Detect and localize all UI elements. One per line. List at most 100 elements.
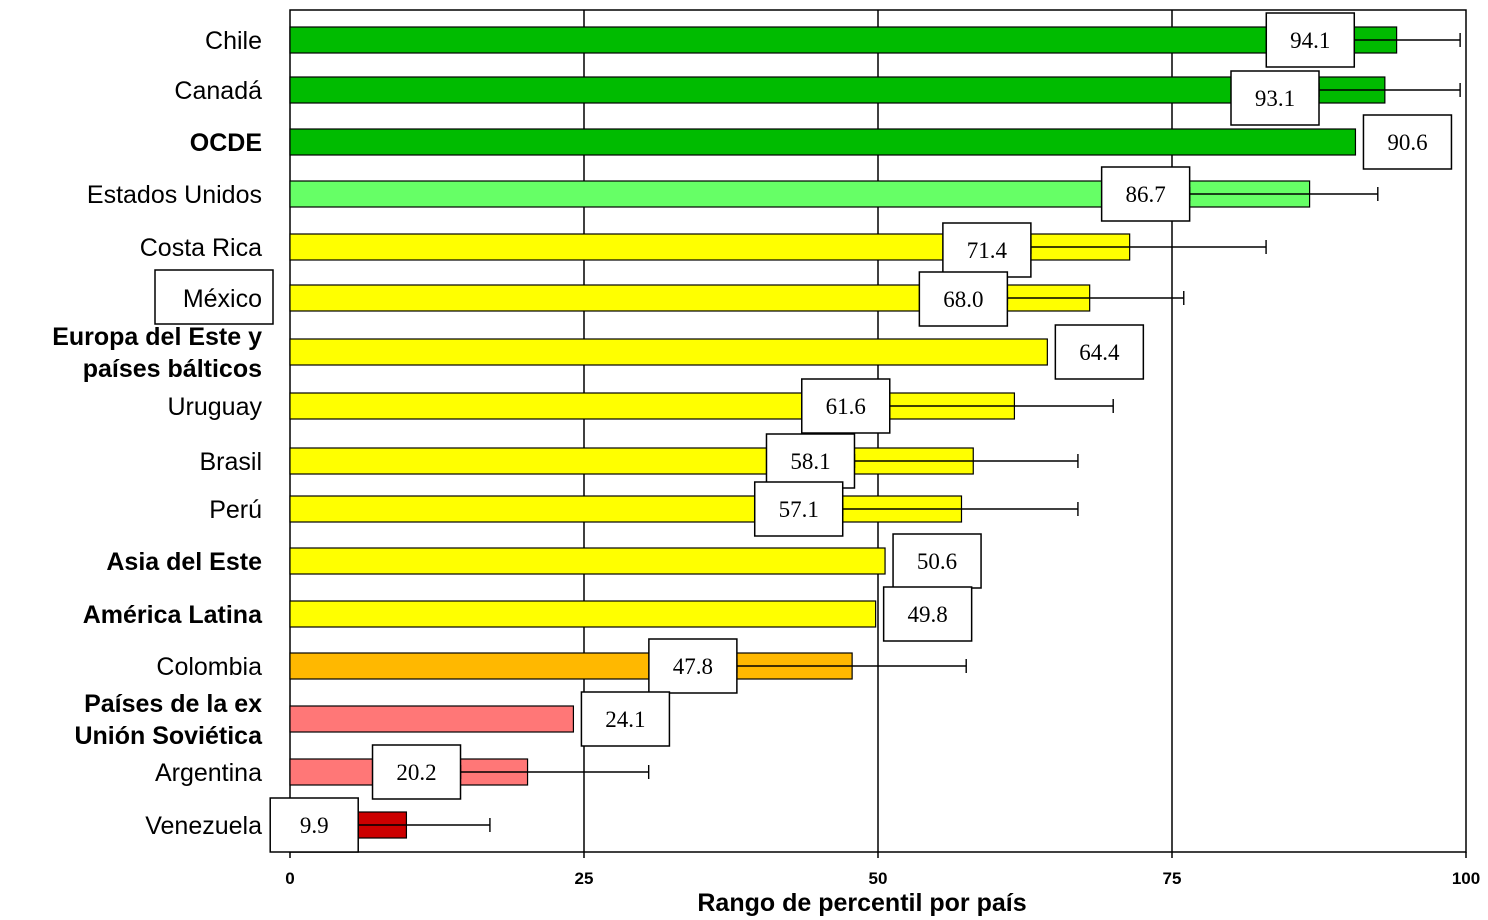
value-label-box	[765, 433, 856, 489]
category-label: Europa del Este y países bálticos	[52, 323, 262, 383]
value-label: 71.4	[942, 222, 1032, 278]
category-label-text: Unión Soviética	[74, 722, 263, 750]
category-labels: Chile Canadá OCDE Estados Unidos Costa Rica M…	[52, 27, 274, 840]
category-label-text: Asia del Este	[106, 548, 262, 576]
value-label-text: 71.4	[967, 238, 1008, 263]
value-label-text: 86.7	[1126, 182, 1166, 207]
value-label-text: 58.1	[790, 449, 830, 474]
category-label-text: Perú	[209, 496, 262, 524]
value-label-text: 24.1	[605, 707, 645, 732]
value-label-text: 9.9	[300, 813, 329, 838]
value-label-text: 47.8	[673, 654, 713, 679]
x-tick-label: 75	[1163, 869, 1182, 888]
value-label-box	[1265, 12, 1356, 68]
category-label: Chile	[205, 27, 262, 55]
value-label-box	[1362, 114, 1453, 170]
value-label-box	[942, 222, 1032, 278]
category-label: Estados Unidos	[87, 181, 262, 209]
value-label: 93.1	[1230, 70, 1320, 126]
bar	[289, 128, 1357, 156]
category-label-text: Costa Rica	[140, 234, 262, 262]
value-label: 68.0	[918, 271, 1009, 327]
error-bars	[357, 33, 1461, 832]
value-label: 64.4	[1054, 324, 1145, 380]
category-label-text: América Latina	[83, 601, 263, 629]
bar	[289, 338, 1048, 366]
bar	[289, 600, 877, 628]
category-label-text: Europa del Este y	[52, 323, 262, 351]
category-label-text: países bálticos	[83, 355, 262, 383]
value-label-text: 68.0	[943, 287, 983, 312]
category-label-text: Chile	[205, 27, 262, 55]
value-label: 61.6	[801, 378, 891, 434]
category-label: México	[154, 269, 274, 325]
x-tick-label: 100	[1452, 869, 1480, 888]
value-label-box	[753, 481, 844, 537]
x-tick-label: 25	[575, 869, 594, 888]
bar	[289, 76, 1386, 104]
value-label: 58.1	[765, 433, 856, 489]
value-label: 90.6	[1362, 114, 1453, 170]
category-label: Venezuela	[145, 812, 262, 840]
category-label: Perú	[209, 496, 262, 524]
x-axis-ticks: 0 25 50 75 100	[285, 852, 1480, 888]
value-label-text: 93.1	[1255, 86, 1295, 111]
value-label: 50.6	[892, 533, 982, 589]
category-label-text: México	[183, 285, 262, 313]
value-label-box	[801, 378, 891, 434]
category-label: Brasil	[199, 448, 262, 476]
category-label: Argentina	[155, 759, 262, 787]
category-label: Uruguay	[168, 393, 263, 421]
category-label-text: Estados Unidos	[87, 181, 262, 209]
category-label: OCDE	[190, 129, 262, 157]
value-label-text: 57.1	[779, 497, 819, 522]
value-label: 47.8	[648, 638, 738, 694]
value-label-box	[918, 271, 1009, 327]
value-label-text: 50.6	[917, 549, 957, 574]
category-label: Costa Rica	[140, 234, 262, 262]
value-label-box	[371, 744, 462, 800]
value-label-text: 20.2	[396, 760, 436, 785]
value-label: 57.1	[753, 481, 844, 537]
category-label: Canadá	[174, 77, 262, 105]
value-label-text: 49.8	[908, 602, 948, 627]
value-label-box	[1100, 166, 1191, 222]
value-label-box	[882, 586, 973, 642]
bar	[289, 547, 886, 575]
value-label: 49.8	[882, 586, 973, 642]
category-label-text: Países de la ex	[84, 690, 262, 718]
value-label-box	[580, 691, 671, 747]
category-label-text: Uruguay	[168, 393, 263, 421]
value-label: 20.2	[371, 744, 462, 800]
category-label: Asia del Este	[106, 548, 262, 576]
bar	[289, 705, 575, 733]
category-label-text: Venezuela	[145, 812, 262, 840]
value-labels: 94.1 93.1 90.6 86.7 71.4 68.0 64.4 61.6 58.1 57.1…	[269, 12, 1453, 853]
bar	[289, 26, 1398, 54]
value-label-box	[1230, 70, 1320, 126]
category-label: Colombia	[156, 653, 262, 681]
value-label-box	[648, 638, 738, 694]
x-axis-title: Rango de percentil por país	[697, 889, 1026, 917]
value-label-box	[269, 797, 359, 853]
value-label-text: 90.6	[1387, 130, 1427, 155]
x-tick-label: 0	[285, 869, 294, 888]
category-label-text: Argentina	[155, 759, 262, 787]
category-label-text: Canadá	[174, 77, 262, 105]
value-label-text: 94.1	[1290, 28, 1330, 53]
value-label-box	[1054, 324, 1145, 380]
value-label: 86.7	[1100, 166, 1191, 222]
value-label-text: 61.6	[826, 394, 866, 419]
value-label-text: 64.4	[1079, 340, 1120, 365]
category-label: Países de la ex Unión Soviética	[74, 690, 263, 750]
category-label-text: Brasil	[199, 448, 262, 476]
category-highlight-box	[154, 269, 274, 325]
value-label: 24.1	[580, 691, 671, 747]
value-label: 9.9	[269, 797, 359, 853]
category-label-text: Colombia	[156, 653, 262, 681]
x-tick-label: 50	[869, 869, 888, 888]
category-label: América Latina	[83, 601, 263, 629]
category-label-text: OCDE	[190, 129, 262, 157]
value-label: 94.1	[1265, 12, 1356, 68]
